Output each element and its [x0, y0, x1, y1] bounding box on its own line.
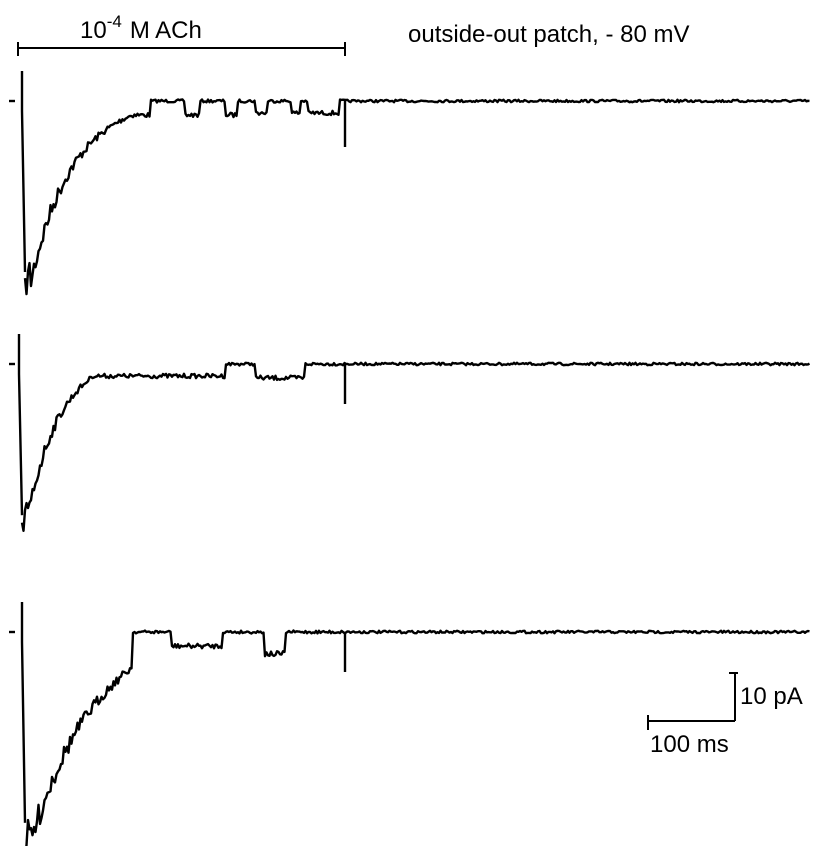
trace-artifact — [17, 334, 24, 516]
current-trace — [25, 629, 810, 846]
scale-time-label: 100 ms — [650, 731, 729, 758]
current-trace — [20, 361, 811, 532]
agonist-exponent: -4 — [107, 12, 122, 31]
trace-artifact — [20, 71, 27, 273]
title: outside-out patch, - 80 mV — [408, 21, 689, 48]
scale-current-label: 10 pA — [740, 683, 803, 710]
trace-artifact — [20, 602, 27, 823]
agonist-label: 10-4 M ACh — [80, 12, 202, 44]
agonist-rest: M ACh — [130, 17, 202, 44]
agonist-base: 10 — [80, 17, 107, 44]
current-trace — [23, 98, 810, 296]
traces — [9, 71, 811, 846]
